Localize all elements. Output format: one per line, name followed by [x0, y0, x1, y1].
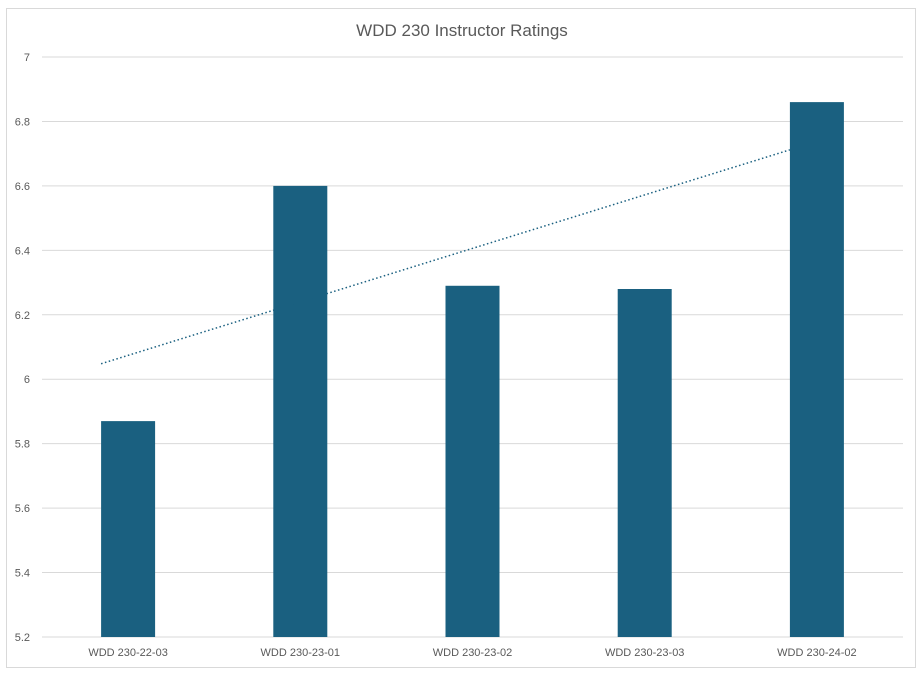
gridlines: [42, 56, 903, 638]
y-tick-label: 5.2: [15, 632, 30, 644]
y-tick-label: 7: [24, 52, 30, 64]
bar: [445, 285, 500, 637]
x-tick-label: WDD 230-22-03: [88, 647, 167, 659]
x-tick-label: WDD 230-23-03: [605, 647, 684, 659]
y-axis-ticks: 5.2 5.4 5.6 5.8 6 6.2 6.4 6.6 6.8 7: [15, 52, 30, 644]
y-tick-label: 6.8: [15, 116, 30, 128]
trendline: [100, 149, 791, 365]
x-tick-label: WDD 230-24-02: [777, 647, 856, 659]
bars: [101, 102, 844, 638]
x-tick-label: WDD 230-23-02: [433, 647, 512, 659]
bar: [273, 185, 328, 637]
bar: [789, 102, 844, 638]
y-tick-label: 5.4: [15, 568, 30, 580]
y-tick-label: 5.6: [15, 503, 30, 515]
x-tick-label: WDD 230-23-01: [261, 647, 340, 659]
y-tick-label: 6: [24, 374, 30, 386]
x-axis-ticks: WDD 230-22-03 WDD 230-23-01 WDD 230-23-02 W…: [88, 647, 856, 659]
bar: [101, 421, 156, 637]
y-tick-label: 5.8: [15, 439, 30, 451]
y-tick-label: 6.2: [15, 310, 30, 322]
chart-title: WDD 230 Instructor Ratings: [356, 21, 568, 40]
y-tick-label: 6.4: [15, 245, 30, 257]
y-tick-label: 6.6: [15, 181, 30, 193]
bar: [617, 289, 672, 637]
trendline-group: [100, 149, 791, 365]
